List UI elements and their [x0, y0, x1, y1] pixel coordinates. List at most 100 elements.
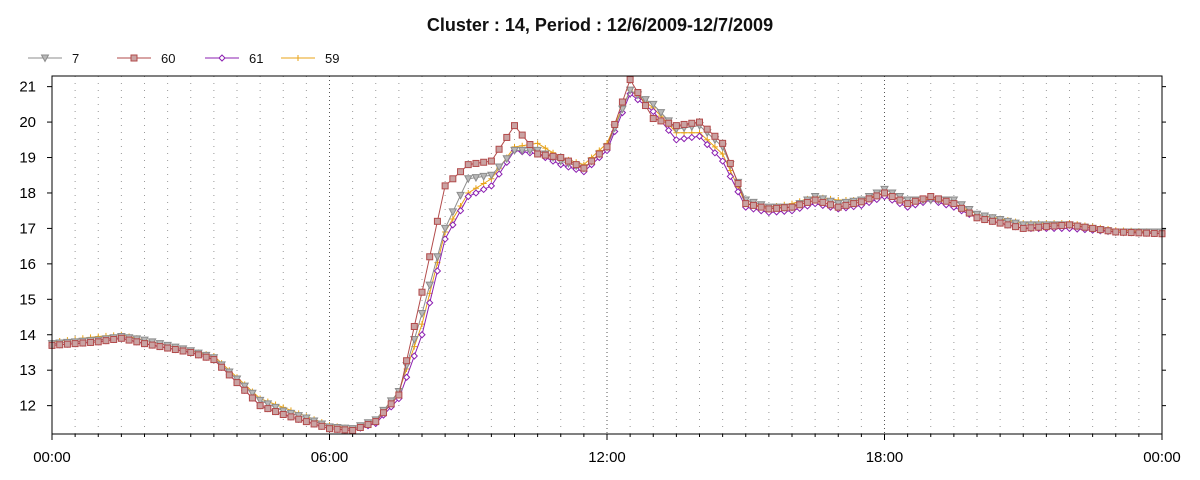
data-point	[130, 54, 138, 62]
data-point	[1042, 223, 1050, 231]
data-point	[757, 203, 765, 211]
data-point	[87, 338, 95, 346]
data-point	[410, 352, 418, 360]
data-point	[125, 336, 133, 344]
data-point	[511, 122, 518, 130]
data-point	[1081, 223, 1089, 231]
data-point	[395, 391, 403, 399]
x-tick-label: 00:00	[33, 449, 71, 466]
data-point	[463, 175, 473, 184]
data-point	[796, 201, 804, 209]
data-point	[696, 118, 703, 126]
data-point	[310, 420, 318, 428]
data-point	[664, 126, 673, 135]
data-point	[811, 196, 819, 204]
data-point	[950, 200, 958, 208]
y-tick-label: 18	[19, 185, 36, 202]
data-point	[279, 411, 287, 419]
data-point	[780, 204, 788, 212]
data-point	[456, 206, 465, 215]
data-point	[1050, 222, 1058, 230]
data-point	[456, 191, 465, 200]
data-point	[255, 396, 265, 405]
data-point	[788, 203, 796, 211]
data-point	[595, 150, 603, 158]
data-point	[719, 150, 726, 157]
data-point	[1096, 226, 1104, 234]
data-point	[881, 189, 888, 197]
y-tick-label: 14	[19, 327, 36, 344]
data-point	[1066, 221, 1073, 229]
data-point	[688, 133, 696, 142]
data-point	[503, 133, 511, 141]
data-point	[688, 119, 696, 127]
data-point	[958, 204, 966, 212]
data-point	[942, 197, 950, 205]
data-point	[417, 309, 427, 319]
data-point	[517, 146, 527, 155]
series-60	[48, 76, 1166, 434]
data-point	[225, 371, 233, 379]
data-point	[487, 157, 495, 165]
data-point	[1035, 223, 1043, 231]
data-point	[834, 203, 842, 211]
data-point	[648, 100, 658, 109]
data-point	[117, 334, 125, 342]
data-point	[379, 409, 387, 417]
data-point	[842, 201, 850, 209]
data-point	[487, 171, 496, 180]
data-point	[1104, 227, 1112, 235]
data-point	[479, 185, 488, 194]
legend-label: 60	[161, 51, 175, 66]
data-point	[487, 182, 496, 190]
data-point	[79, 339, 87, 347]
data-point	[263, 400, 273, 409]
data-point	[542, 145, 549, 152]
data-point	[672, 122, 680, 130]
data-point	[387, 400, 395, 408]
y-tick-label: 16	[19, 256, 36, 273]
data-point	[318, 422, 326, 430]
data-point	[433, 253, 442, 262]
data-point	[471, 174, 481, 183]
y-tick-label: 13	[19, 362, 36, 379]
data-point	[634, 95, 642, 104]
data-point	[564, 157, 572, 165]
data-point	[718, 157, 727, 165]
data-point	[827, 201, 835, 209]
data-point	[642, 102, 650, 110]
data-point	[1073, 222, 1081, 230]
data-point	[179, 347, 187, 355]
data-point	[1019, 224, 1027, 232]
data-point	[133, 338, 141, 346]
data-point	[626, 76, 634, 84]
data-point	[657, 117, 665, 125]
y-tick-label: 12	[19, 398, 36, 415]
data-point	[495, 145, 503, 153]
data-point	[1004, 221, 1012, 229]
data-point	[302, 418, 310, 426]
data-point	[526, 141, 534, 149]
data-point	[1143, 229, 1151, 237]
data-point	[572, 161, 580, 169]
data-point	[248, 389, 257, 398]
data-point	[202, 353, 210, 361]
legend-label: 7	[72, 51, 79, 66]
data-point	[418, 331, 426, 339]
data-point	[819, 198, 827, 206]
data-point	[857, 198, 865, 206]
data-point	[973, 214, 981, 222]
data-point	[1089, 224, 1097, 232]
data-point	[241, 386, 249, 394]
legend-item-60: 60	[117, 51, 175, 66]
data-point	[711, 149, 719, 157]
data-point	[356, 424, 364, 432]
data-point	[472, 189, 480, 197]
data-point	[896, 196, 904, 204]
legend-label: 59	[325, 51, 339, 66]
data-point	[711, 132, 719, 140]
data-point	[742, 200, 750, 208]
data-point	[441, 235, 449, 243]
data-point	[927, 193, 935, 201]
data-point	[248, 394, 256, 402]
